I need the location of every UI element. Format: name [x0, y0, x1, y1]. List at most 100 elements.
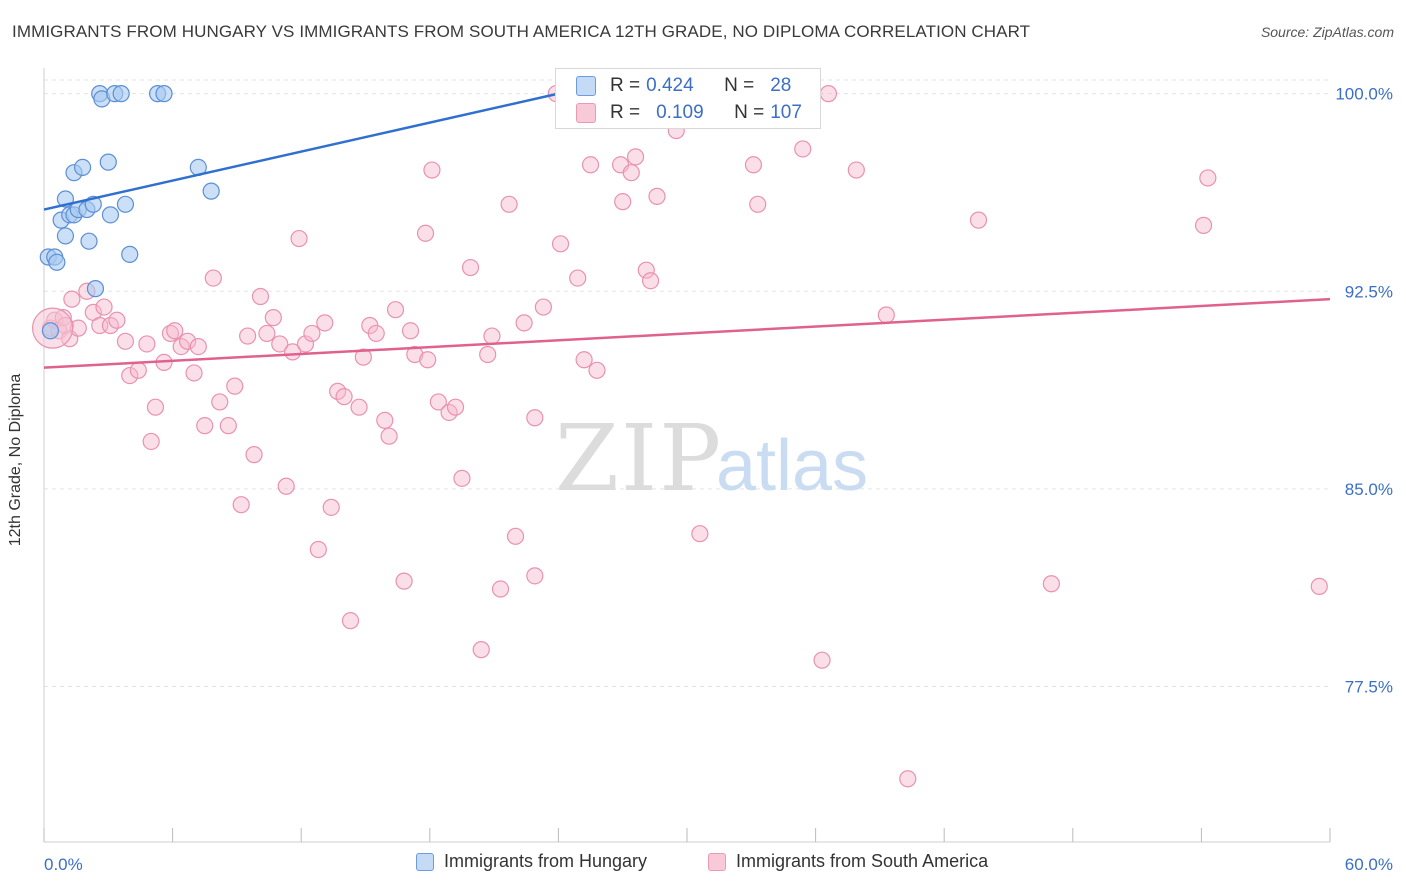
stats-r-value-hungary: 0.424 [646, 75, 694, 96]
point-south-america-30 [219, 417, 237, 435]
point-south-america-17 [138, 335, 156, 353]
point-south-america-35 [251, 287, 270, 306]
point-south-america-89 [641, 272, 660, 290]
point-south-america-48 [335, 388, 353, 406]
point-south-america-6 [63, 290, 81, 308]
y-tick-label-1: 92.5% [1345, 282, 1393, 301]
point-south-america-103 [899, 770, 917, 788]
stats-swatch-south-america [576, 103, 596, 123]
point-south-america-28 [204, 269, 222, 287]
point-south-america-50 [350, 398, 368, 416]
legend-label-hungary: Immigrants from Hungary [444, 851, 648, 871]
point-south-america-18 [142, 432, 160, 451]
stats-r-value-south-america: 0.109 [656, 102, 704, 123]
point-south-america-85 [614, 193, 632, 211]
point-south-america-66 [453, 469, 471, 487]
point-south-america-81 [575, 351, 593, 369]
trend-line-hungary [43, 92, 559, 211]
point-south-america-13 [108, 311, 126, 329]
x-tick-label-1: 60.0% [1345, 855, 1393, 874]
point-south-america-96 [749, 195, 767, 213]
legend-swatch-south-america [708, 852, 726, 871]
chart-legend: Immigrants from Hungary Immigrants from … [0, 851, 1406, 877]
correlation-stats-box: R = 0.424 N = 28 R = 0.109 N = 107 [555, 68, 821, 129]
point-hungary-3 [48, 253, 66, 271]
point-south-america-79 [551, 235, 570, 253]
point-hungary-11 [73, 158, 92, 177]
point-hungary-21 [112, 85, 130, 103]
point-hungary-18 [99, 153, 117, 171]
point-south-america-98 [794, 140, 812, 158]
point-south-america-88 [637, 261, 655, 279]
point-south-america-68 [472, 641, 490, 659]
point-south-america-54 [376, 411, 394, 429]
legend-item-hungary[interactable]: Immigrants from Hungary [416, 851, 647, 872]
point-south-america-32 [232, 496, 250, 514]
point-south-america-70 [483, 327, 501, 345]
point-south-america-92 [691, 525, 709, 543]
legend-item-south-america[interactable]: Immigrants from South America [708, 851, 988, 872]
stats-n-value-hungary: 28 [770, 75, 792, 96]
point-south-america-61 [419, 351, 437, 369]
point-south-america-22 [166, 322, 184, 340]
point-south-america-34 [245, 446, 263, 464]
point-south-america-108 [1310, 577, 1328, 595]
point-south-america-53 [367, 324, 385, 343]
point-south-america-59 [406, 345, 424, 364]
point-south-america-75 [526, 567, 544, 585]
point-south-america-38 [271, 335, 289, 353]
point-south-america-73 [506, 527, 525, 545]
point-south-america-76 [526, 409, 544, 427]
point-south-america-60 [416, 224, 435, 242]
stats-n-label-south-america: N = [734, 102, 765, 123]
point-hungary-22 [116, 195, 135, 213]
point-south-america-31 [226, 377, 244, 395]
point-hungary-5 [56, 227, 75, 245]
point-south-america-107 [1199, 169, 1217, 187]
stats-n-value-south-america: 107 [770, 102, 802, 123]
point-south-america-24 [179, 332, 197, 350]
point-hungary-27 [202, 182, 220, 200]
point-south-america-95 [744, 156, 763, 174]
point-south-america-44 [309, 540, 327, 559]
point-south-america-72 [500, 195, 518, 213]
point-south-america-11 [95, 298, 113, 316]
point-south-america-33 [239, 327, 257, 345]
point-south-america-26 [189, 337, 207, 356]
point-south-america-25 [185, 364, 203, 382]
point-south-america-15 [121, 366, 139, 385]
tick-labels: 100.0% 92.5% 85.0% 77.5% 0.0% 60.0% [44, 85, 1393, 874]
point-south-america-19 [146, 398, 165, 416]
point-south-america-82 [581, 156, 600, 174]
point-south-america-101 [847, 161, 865, 179]
stats-row-hungary: R = 0.424 N = 28 [576, 73, 791, 99]
y-tick-label-0: 100.0% [1335, 85, 1393, 104]
watermark: ZIP atlas [555, 405, 868, 512]
point-hungary-25 [155, 85, 173, 103]
point-south-america-74 [515, 314, 533, 332]
point-south-america-56 [386, 301, 405, 319]
point-south-america-100 [813, 651, 831, 669]
point-hungary-15 [86, 280, 105, 298]
trend-line-south-america [43, 297, 1331, 369]
point-south-america-43 [303, 324, 321, 343]
chart-title: IMMIGRANTS FROM HUNGARY VS IMMIGRANTS FR… [12, 22, 1031, 41]
point-south-america-39 [277, 477, 295, 495]
y-tick-label-2: 85.0% [1345, 480, 1393, 499]
point-south-america-27 [196, 417, 214, 435]
point-south-america-63 [429, 393, 447, 411]
point-south-america-77 [534, 298, 552, 316]
x-tick-label-0: 0.0% [44, 855, 83, 874]
stats-n-label-hungary: N = [724, 75, 755, 96]
point-south-america-49 [341, 612, 360, 630]
point-south-america-80 [569, 269, 587, 287]
point-south-america-45 [316, 314, 334, 332]
point-south-america-57 [395, 572, 413, 590]
point-south-america-99 [819, 85, 838, 103]
legend-swatch-hungary [416, 852, 434, 871]
legend-label-south-america: Immigrants from South America [736, 851, 989, 871]
stats-r-label-hungary: R = [610, 75, 641, 96]
point-south-america-69 [479, 345, 497, 364]
point-hungary-0 [41, 322, 60, 340]
source-credit: Source: ZipAtlas.com [1260, 24, 1394, 40]
